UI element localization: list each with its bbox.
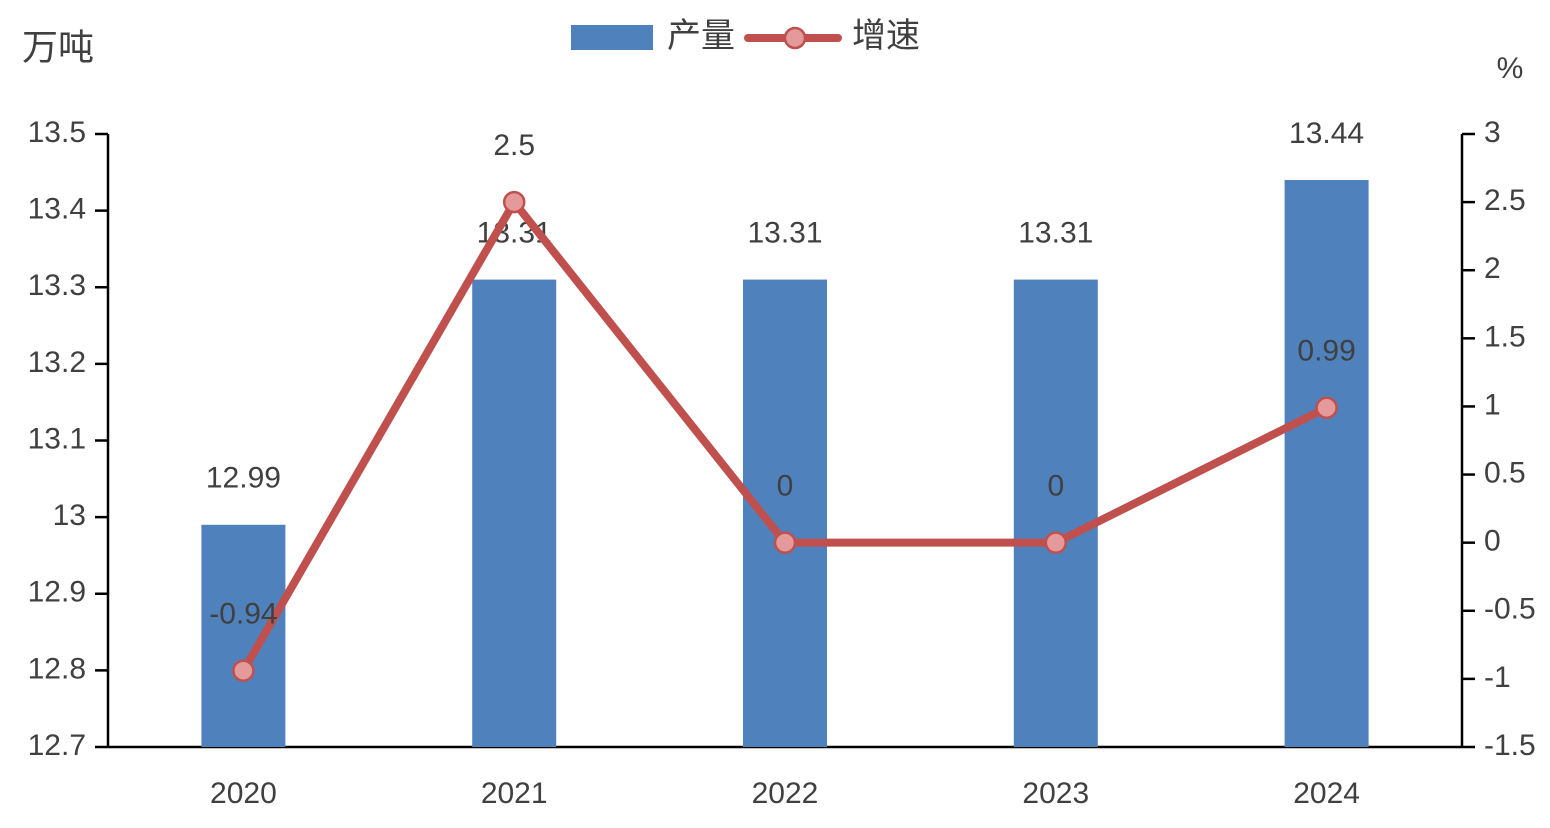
bar — [472, 279, 557, 747]
y2-axis-label: % — [1497, 52, 1524, 85]
line-value-label: 0.99 — [1297, 335, 1355, 368]
y2-tick-label: 2 — [1484, 252, 1501, 285]
line-value-label: 0 — [1047, 470, 1064, 503]
line-marker — [232, 659, 255, 682]
y2-tick-label: 0.5 — [1484, 456, 1526, 489]
bar — [201, 524, 286, 747]
y-tick-label: 13.1 — [28, 422, 86, 455]
line-value-label: -0.94 — [209, 598, 277, 631]
y-tick-label: 13 — [53, 499, 86, 532]
y-tick-label: 12.7 — [28, 729, 86, 762]
bar — [1013, 279, 1098, 747]
y-tick-label: 13.5 — [28, 116, 86, 149]
legend-label: 产量 — [667, 17, 735, 55]
y2-tick-label: -1.5 — [1484, 729, 1536, 762]
y-tick-label: 12.8 — [28, 652, 86, 685]
y-axis-label: 万吨 — [22, 27, 94, 68]
legend-label: 增速 — [852, 17, 920, 55]
bar — [743, 279, 827, 747]
y2-tick-label: -0.5 — [1484, 593, 1536, 626]
y2-tick-label: 1.5 — [1484, 320, 1526, 353]
y2-tick-label: -1 — [1484, 661, 1511, 694]
line-marker — [502, 190, 526, 214]
y2-tick-label: 0 — [1484, 525, 1501, 558]
y2-tick-label: 3 — [1484, 116, 1501, 149]
line-marker — [1044, 531, 1068, 554]
line-marker — [1315, 396, 1338, 420]
line-marker — [773, 531, 797, 554]
x-tick-label: 2023 — [1022, 777, 1089, 810]
x-tick-label: 2024 — [1293, 777, 1360, 810]
bar — [1284, 179, 1369, 748]
y-tick-label: 13.3 — [28, 269, 86, 302]
bar-value-label: 12.99 — [206, 462, 281, 495]
x-tick-label: 2021 — [481, 777, 548, 810]
x-tick-label: 2020 — [210, 777, 277, 810]
y-tick-label: 13.2 — [28, 346, 86, 379]
line-value-label: 0 — [777, 470, 794, 503]
bar-value-label: 13.31 — [1018, 217, 1093, 250]
y-tick-label: 12.9 — [28, 576, 86, 609]
legend-swatch — [571, 25, 653, 50]
legend-marker — [783, 26, 807, 50]
x-tick-label: 2022 — [752, 777, 819, 810]
y2-tick-label: 2.5 — [1484, 184, 1526, 217]
line-value-label: 2.5 — [493, 129, 535, 162]
bar-value-label: 13.44 — [1289, 117, 1364, 150]
bar-value-label: 13.31 — [747, 217, 822, 250]
y2-tick-label: 1 — [1484, 388, 1501, 421]
y-tick-label: 13.4 — [28, 193, 86, 226]
